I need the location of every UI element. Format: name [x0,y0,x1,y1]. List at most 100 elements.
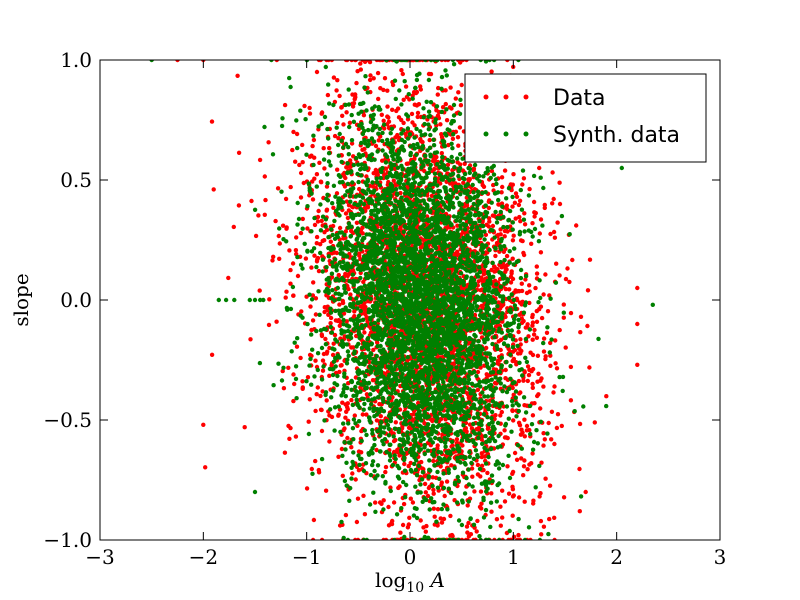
data-point [451,420,456,425]
data-point [280,368,285,374]
data-point [354,519,360,525]
data-point [335,78,340,83]
data-point [370,106,375,111]
data-point [350,402,356,408]
data-point [522,434,527,439]
data-point [455,249,460,254]
data-point [487,219,492,224]
data-point [364,368,370,373]
data-point [416,102,422,107]
data-point [349,476,354,481]
data-point [376,138,381,143]
data-point [438,438,444,444]
data-point [485,470,490,476]
data-point [520,430,525,435]
data-point [287,248,292,253]
data-point [290,147,295,153]
data-point [311,137,317,143]
data-point [406,463,411,469]
data-point [507,528,512,534]
data-point [460,168,466,173]
data-point [443,88,448,93]
data-point [341,122,346,127]
data-point [500,537,505,540]
data-point [319,111,324,116]
data-point [343,211,349,216]
data-point [346,203,352,208]
data-point [391,438,397,444]
data-point [538,491,543,496]
data-point [334,191,340,196]
data-point [483,385,489,391]
data-point [516,378,522,384]
data-point [249,198,254,204]
data-point [298,170,304,176]
data-point [526,372,532,378]
data-point [435,443,440,448]
data-point [445,162,451,167]
data-point [479,501,484,506]
data-point [323,488,329,493]
data-point [391,178,396,183]
data-point [510,204,515,209]
data-point [314,69,320,75]
data-point [635,285,640,291]
data-point [358,61,363,66]
data-point [377,401,382,407]
data-point [368,73,373,78]
data-point [568,310,574,316]
data-point [505,60,510,63]
data-point [527,300,532,306]
data-point [561,302,566,307]
data-point [359,438,364,444]
data-point [557,201,563,207]
data-point [375,340,380,345]
data-point [493,253,498,259]
data-point [534,335,540,340]
data-point [386,433,392,438]
data-point [494,220,500,225]
data-point [493,413,498,418]
data-point [505,464,510,469]
data-point [391,500,397,505]
data-point [349,60,354,63]
data-point [502,428,507,433]
data-point [522,222,528,227]
data-point [353,60,358,63]
data-point [382,76,388,81]
data-point [519,207,525,212]
data-point [294,344,300,349]
data-point [318,393,323,399]
data-point [351,437,356,442]
data-point [510,238,516,243]
data-point [350,471,355,476]
data-point [509,269,514,274]
data-point [537,165,542,171]
data-point [316,470,322,475]
data-point [378,414,383,419]
data-point [527,283,532,288]
data-point [314,241,319,246]
data-point [546,420,551,426]
data-point [344,110,349,115]
data-point [356,251,362,256]
data-point [478,288,483,293]
data-point [337,323,342,328]
data-point [280,223,286,228]
data-point [524,423,530,429]
data-point [517,423,523,428]
data-point [422,451,427,457]
data-point [401,120,406,126]
data-point [511,233,516,238]
data-point [409,111,415,117]
data-point [379,112,384,118]
data-point [500,184,505,190]
data-point [325,126,330,132]
data-point [293,159,298,164]
data-point [334,125,339,130]
data-point [534,271,540,276]
data-point [327,439,332,444]
data-point [317,160,322,165]
data-point [523,277,528,282]
data-point [336,454,341,459]
